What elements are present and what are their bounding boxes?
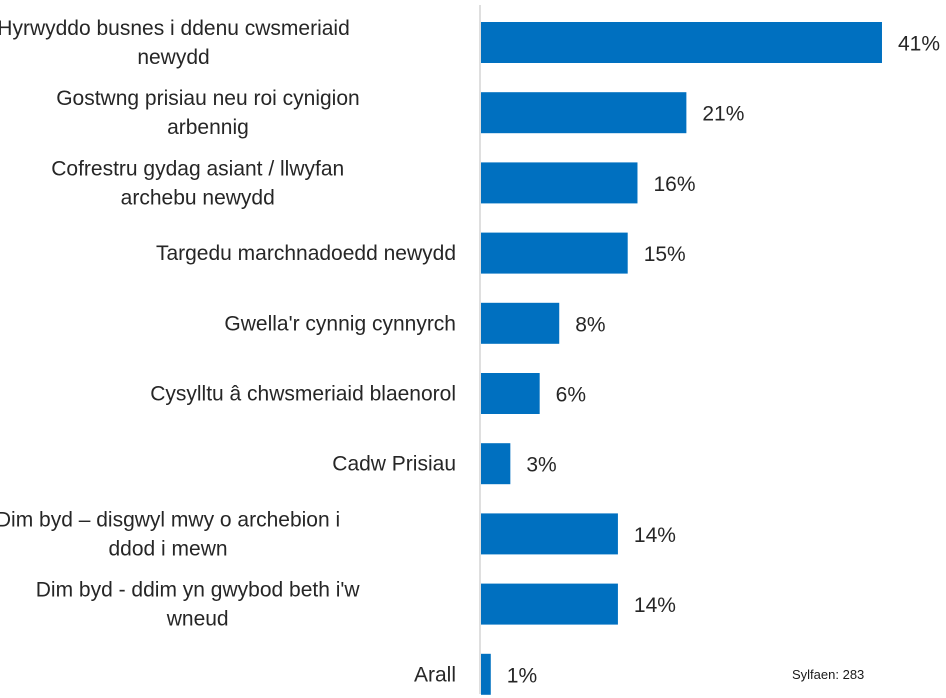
value-labels-group: 41% 21% 16% 15% 8% 6% 3% 14% 14% 1% — [507, 33, 940, 688]
bar — [481, 373, 540, 414]
bar-value-label: 16% — [653, 173, 695, 196]
category-label: Cadw Prisiau — [332, 453, 456, 476]
bar — [481, 583, 618, 625]
bar — [481, 232, 628, 274]
bar — [481, 302, 560, 344]
category-label: Dim byd – disgwyl mwy o archebion i ddod … — [0, 508, 340, 560]
category-label: Arall — [414, 663, 456, 686]
category-labels-group: Hyrwyddo busnes i ddenu cwsmeriaid newydd… — [0, 17, 456, 686]
category-label: Gostwng prisiau neu roi cynigion arbennig — [56, 87, 360, 139]
bar — [481, 92, 687, 134]
bar-value-label: 21% — [702, 103, 744, 126]
bar — [481, 22, 882, 63]
bars-group — [481, 22, 882, 695]
bar — [481, 513, 618, 555]
category-label: Cofrestru gydag asiant / llwyfan archebu … — [51, 157, 344, 209]
bar-value-label: 14% — [634, 594, 676, 617]
bar-value-label: 3% — [526, 454, 556, 477]
bar — [481, 443, 511, 485]
base-footnote: Sylfaen: 283 — [792, 667, 865, 682]
bar-value-label: 41% — [898, 33, 940, 56]
bar — [481, 653, 491, 695]
category-label: Cysylltu â chwsmeriaid blaenorol — [150, 383, 456, 406]
bar — [481, 162, 638, 204]
category-label: Hyrwyddo busnes i ddenu cwsmeriaid newydd — [0, 17, 350, 69]
category-label: Targedu marchnadoedd newydd — [156, 242, 456, 265]
category-label: Dim byd - ddim yn gwybod beth i'w wneud — [36, 579, 361, 631]
bar-value-label: 8% — [575, 313, 605, 336]
bar-value-label: 1% — [507, 664, 537, 687]
bar-value-label: 14% — [634, 524, 676, 547]
category-label: Gwella'r cynnig cynnyrch — [224, 312, 456, 335]
bar-value-label: 15% — [644, 243, 686, 266]
bar-value-label: 6% — [556, 384, 586, 407]
